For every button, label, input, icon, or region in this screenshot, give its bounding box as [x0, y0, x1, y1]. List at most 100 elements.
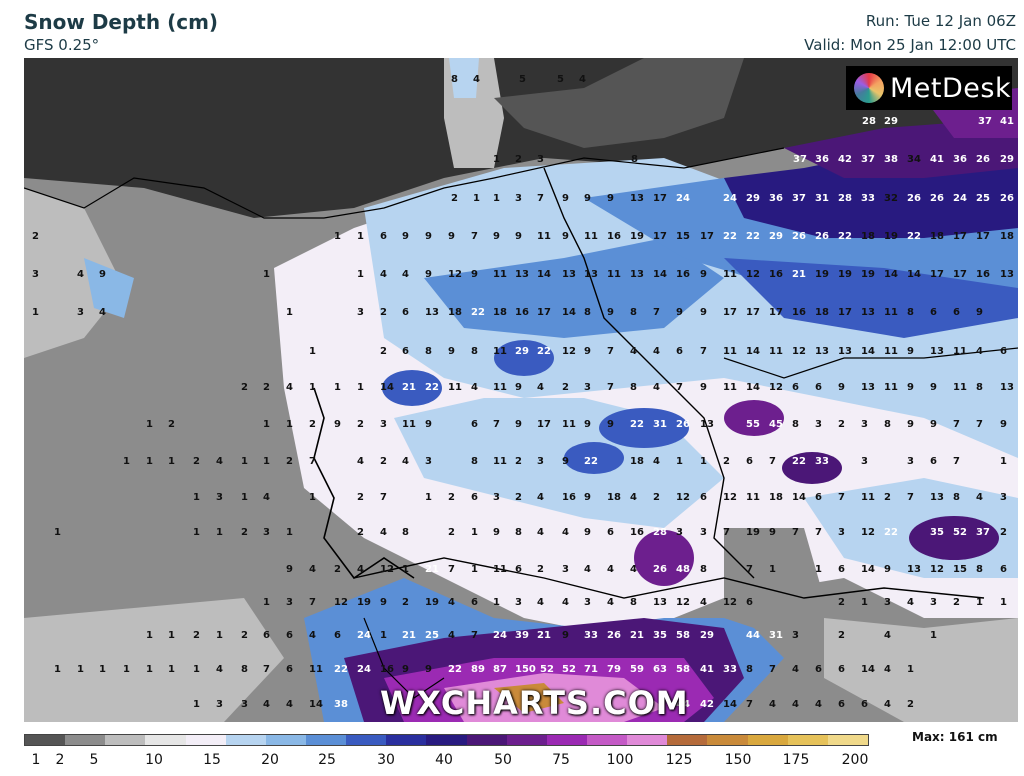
snow-depth-value: 4 [630, 564, 637, 575]
snow-depth-value: 55 [746, 419, 760, 430]
snow-depth-value: 4 [976, 346, 983, 357]
snow-depth-value: 6 [815, 664, 822, 675]
snow-depth-value: 7 [493, 419, 500, 430]
snow-depth-value: 41 [1000, 116, 1014, 127]
snow-depth-value: 4 [263, 699, 270, 710]
snow-depth-value: 1 [263, 597, 270, 608]
snow-depth-value: 7 [309, 597, 316, 608]
snow-depth-value: 14 [723, 699, 737, 710]
snow-depth-value: 1 [146, 419, 153, 430]
snow-depth-value: 9 [562, 231, 569, 242]
snow-depth-value: 1 [309, 382, 316, 393]
snow-depth-value: 12 [769, 382, 783, 393]
snow-depth-value: 2 [334, 564, 341, 575]
snow-depth-value: 9 [700, 382, 707, 393]
snow-depth-value: 14 [907, 269, 921, 280]
snow-depth-value: 13 [630, 193, 644, 204]
snow-depth-value: 2 [723, 456, 730, 467]
snow-depth-value: 13 [425, 307, 439, 318]
logo-text: MetDesk [890, 72, 1012, 104]
snow-depth-value: 4 [607, 564, 614, 575]
scale-swatch [265, 735, 306, 745]
snow-depth-value: 9 [448, 231, 455, 242]
snow-depth-value: 18 [448, 307, 462, 318]
scale-tick-label: 20 [261, 752, 279, 768]
snow-depth-value: 8 [953, 492, 960, 503]
snow-depth-value: 33 [861, 193, 875, 204]
snow-depth-value: 11 [309, 664, 323, 675]
snow-depth-value: 2 [357, 527, 364, 538]
snow-depth-value: 3 [515, 597, 522, 608]
snow-depth-value: 33 [723, 664, 737, 675]
snow-depth-value: 7 [607, 346, 614, 357]
snow-depth-value: 25 [425, 630, 439, 641]
scale-swatch [627, 735, 668, 745]
snow-depth-value: 6 [861, 699, 868, 710]
snow-depth-value: 9 [607, 307, 614, 318]
snow-depth-value: 52 [562, 664, 576, 675]
snow-depth-value: 11 [723, 346, 737, 357]
snow-depth-value: 4 [700, 597, 707, 608]
snow-depth-value: 38 [334, 699, 348, 710]
snow-depth-value: 14 [861, 346, 875, 357]
snow-depth-value: 17 [838, 307, 852, 318]
snow-depth-value: 1 [146, 664, 153, 675]
snow-depth-value: 18 [769, 492, 783, 503]
snow-depth-value: 6 [515, 564, 522, 575]
snow-depth-value: 3 [907, 456, 914, 467]
snow-depth-value: 4 [216, 664, 223, 675]
snow-depth-value: 1 [380, 630, 387, 641]
scale-swatch [386, 735, 427, 745]
scale-tick-label: 150 [724, 752, 752, 768]
snow-depth-value: 7 [700, 346, 707, 357]
snow-depth-value: 22 [630, 419, 644, 430]
snow-depth-value: 9 [584, 419, 591, 430]
snow-depth-value: 2 [241, 630, 248, 641]
snow-depth-value: 13 [700, 419, 714, 430]
snow-depth-value: 12 [676, 492, 690, 503]
snow-depth-value: 4 [537, 597, 544, 608]
scale-swatch [346, 735, 387, 745]
snow-depth-value: 3 [838, 527, 845, 538]
snow-depth-value: 9 [334, 419, 341, 430]
snow-depth-value: 7 [746, 564, 753, 575]
snow-depth-value: 11 [448, 382, 462, 393]
snow-depth-value: 3 [930, 597, 937, 608]
snow-depth-value: 4 [792, 664, 799, 675]
snow-depth-value: 28 [653, 527, 667, 538]
snow-depth-value: 22 [746, 231, 760, 242]
snow-depth-value: 11 [493, 346, 507, 357]
snow-depth-value: 2 [380, 456, 387, 467]
snow-depth-value: 14 [792, 492, 806, 503]
scale-swatch [185, 735, 226, 745]
snow-depth-value: 1 [99, 664, 106, 675]
snow-depth-value: 4 [473, 74, 480, 85]
snow-depth-value: 8 [425, 346, 432, 357]
snow-depth-value: 11 [537, 231, 551, 242]
scale-swatch [25, 735, 66, 745]
scale-swatch [546, 735, 587, 745]
snow-depth-value: 6 [286, 630, 293, 641]
scale-swatch [426, 735, 467, 745]
snow-depth-value: 3 [357, 307, 364, 318]
snow-depth-value: 2 [286, 456, 293, 467]
snow-depth-value: 8 [584, 307, 591, 318]
snow-depth-value: 31 [769, 630, 783, 641]
snow-depth-value: 26 [653, 564, 667, 575]
snow-depth-value: 13 [838, 346, 852, 357]
snow-depth-value: 1 [241, 492, 248, 503]
snow-depth-value: 33 [815, 456, 829, 467]
snow-depth-value: 1 [146, 630, 153, 641]
snow-depth-value: 2 [193, 456, 200, 467]
snow-depth-value: 7 [953, 419, 960, 430]
snow-depth-value: 3 [32, 269, 39, 280]
snow-depth-value: 4 [579, 74, 586, 85]
snow-depth-value: 1 [493, 154, 500, 165]
snow-depth-value: 14 [884, 269, 898, 280]
snow-depth-value: 6 [471, 597, 478, 608]
scale-tick-label: 75 [552, 752, 570, 768]
scale-tick-label: 5 [89, 752, 99, 768]
snow-depth-map[interactable]: MetDesk 8 4 5 5 4 28 29 37 41 1 2 3 8 37 36 42 37 38 34 41 3… [24, 58, 1018, 722]
snow-depth-value: 1 [146, 456, 153, 467]
snow-depth-value: 17 [930, 269, 944, 280]
